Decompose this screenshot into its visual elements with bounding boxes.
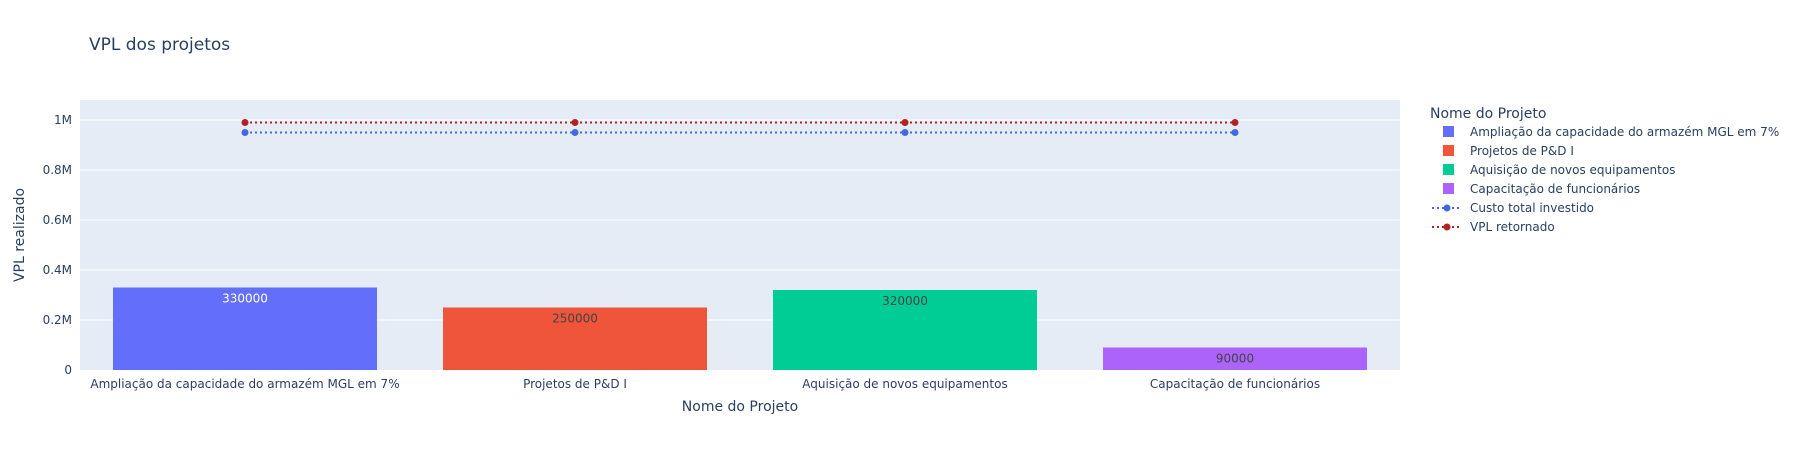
legend-swatch	[1443, 145, 1454, 156]
chart-title: VPL dos projetos	[89, 35, 230, 55]
bar	[443, 307, 707, 370]
legend: Nome do Projeto Ampliação da capacidade …	[1430, 106, 1779, 234]
legend-label: Capacitação de funcionários	[1470, 182, 1640, 196]
series-marker	[241, 119, 249, 126]
x-tick-label: Capacitação de funcionários	[1150, 377, 1320, 391]
bar	[113, 287, 377, 370]
legend-swatch	[1443, 126, 1454, 137]
bar-value-label: 250000	[552, 312, 598, 326]
bar	[773, 290, 1037, 370]
bars	[113, 287, 1367, 370]
bar-labels: 330000 250000 320000 90000	[222, 292, 1254, 366]
series-marker	[571, 119, 579, 126]
series-marker	[571, 129, 579, 136]
y-axis-ticks: 0 0.2M 0.4M 0.6M 0.8M 1M	[43, 113, 72, 377]
bar-value-label: 320000	[882, 294, 928, 308]
legend-label: Aquisição de novos equipamentos	[1470, 163, 1675, 177]
series-marker	[241, 129, 249, 136]
x-tick-label: Projetos de P&D I	[523, 377, 627, 391]
x-axis-ticks: Ampliação da capacidade do armazém MGL e…	[90, 377, 1320, 391]
legend-label: Projetos de P&D I	[1470, 144, 1574, 158]
x-tick-label: Ampliação da capacidade do armazém MGL e…	[90, 377, 399, 391]
y-tick-label: 0	[64, 363, 72, 377]
series-marker	[1231, 129, 1239, 136]
legend-swatch	[1443, 183, 1454, 194]
legend-items: Ampliação da capacidade do armazém MGL e…	[1432, 125, 1779, 234]
legend-label: Custo total investido	[1470, 201, 1594, 215]
x-tick-label: Aquisição de novos equipamentos	[802, 377, 1007, 391]
y-tick-label: 0.6M	[43, 213, 72, 227]
legend-swatch	[1443, 164, 1454, 175]
y-axis-title: VPL realizado	[12, 188, 28, 282]
y-tick-label: 0.4M	[43, 263, 72, 277]
series-marker	[901, 129, 909, 136]
y-tick-label: 0.2M	[43, 313, 72, 327]
x-axis-title: Nome do Projeto	[682, 399, 798, 415]
series-marker	[901, 119, 909, 126]
bar	[1103, 347, 1367, 370]
legend-marker	[1443, 204, 1451, 212]
y-tick-label: 1M	[54, 113, 72, 127]
series-marker	[1231, 119, 1239, 126]
legend-label: VPL retornado	[1470, 220, 1555, 234]
legend-label: Ampliação da capacidade do armazém MGL e…	[1470, 125, 1779, 139]
legend-marker	[1443, 223, 1451, 231]
line-series	[241, 119, 1239, 136]
y-tick-label: 0.8M	[43, 163, 72, 177]
bar-value-label: 90000	[1216, 352, 1254, 366]
legend-title: Nome do Projeto	[1430, 106, 1546, 122]
bar-value-label: 330000	[222, 292, 268, 306]
